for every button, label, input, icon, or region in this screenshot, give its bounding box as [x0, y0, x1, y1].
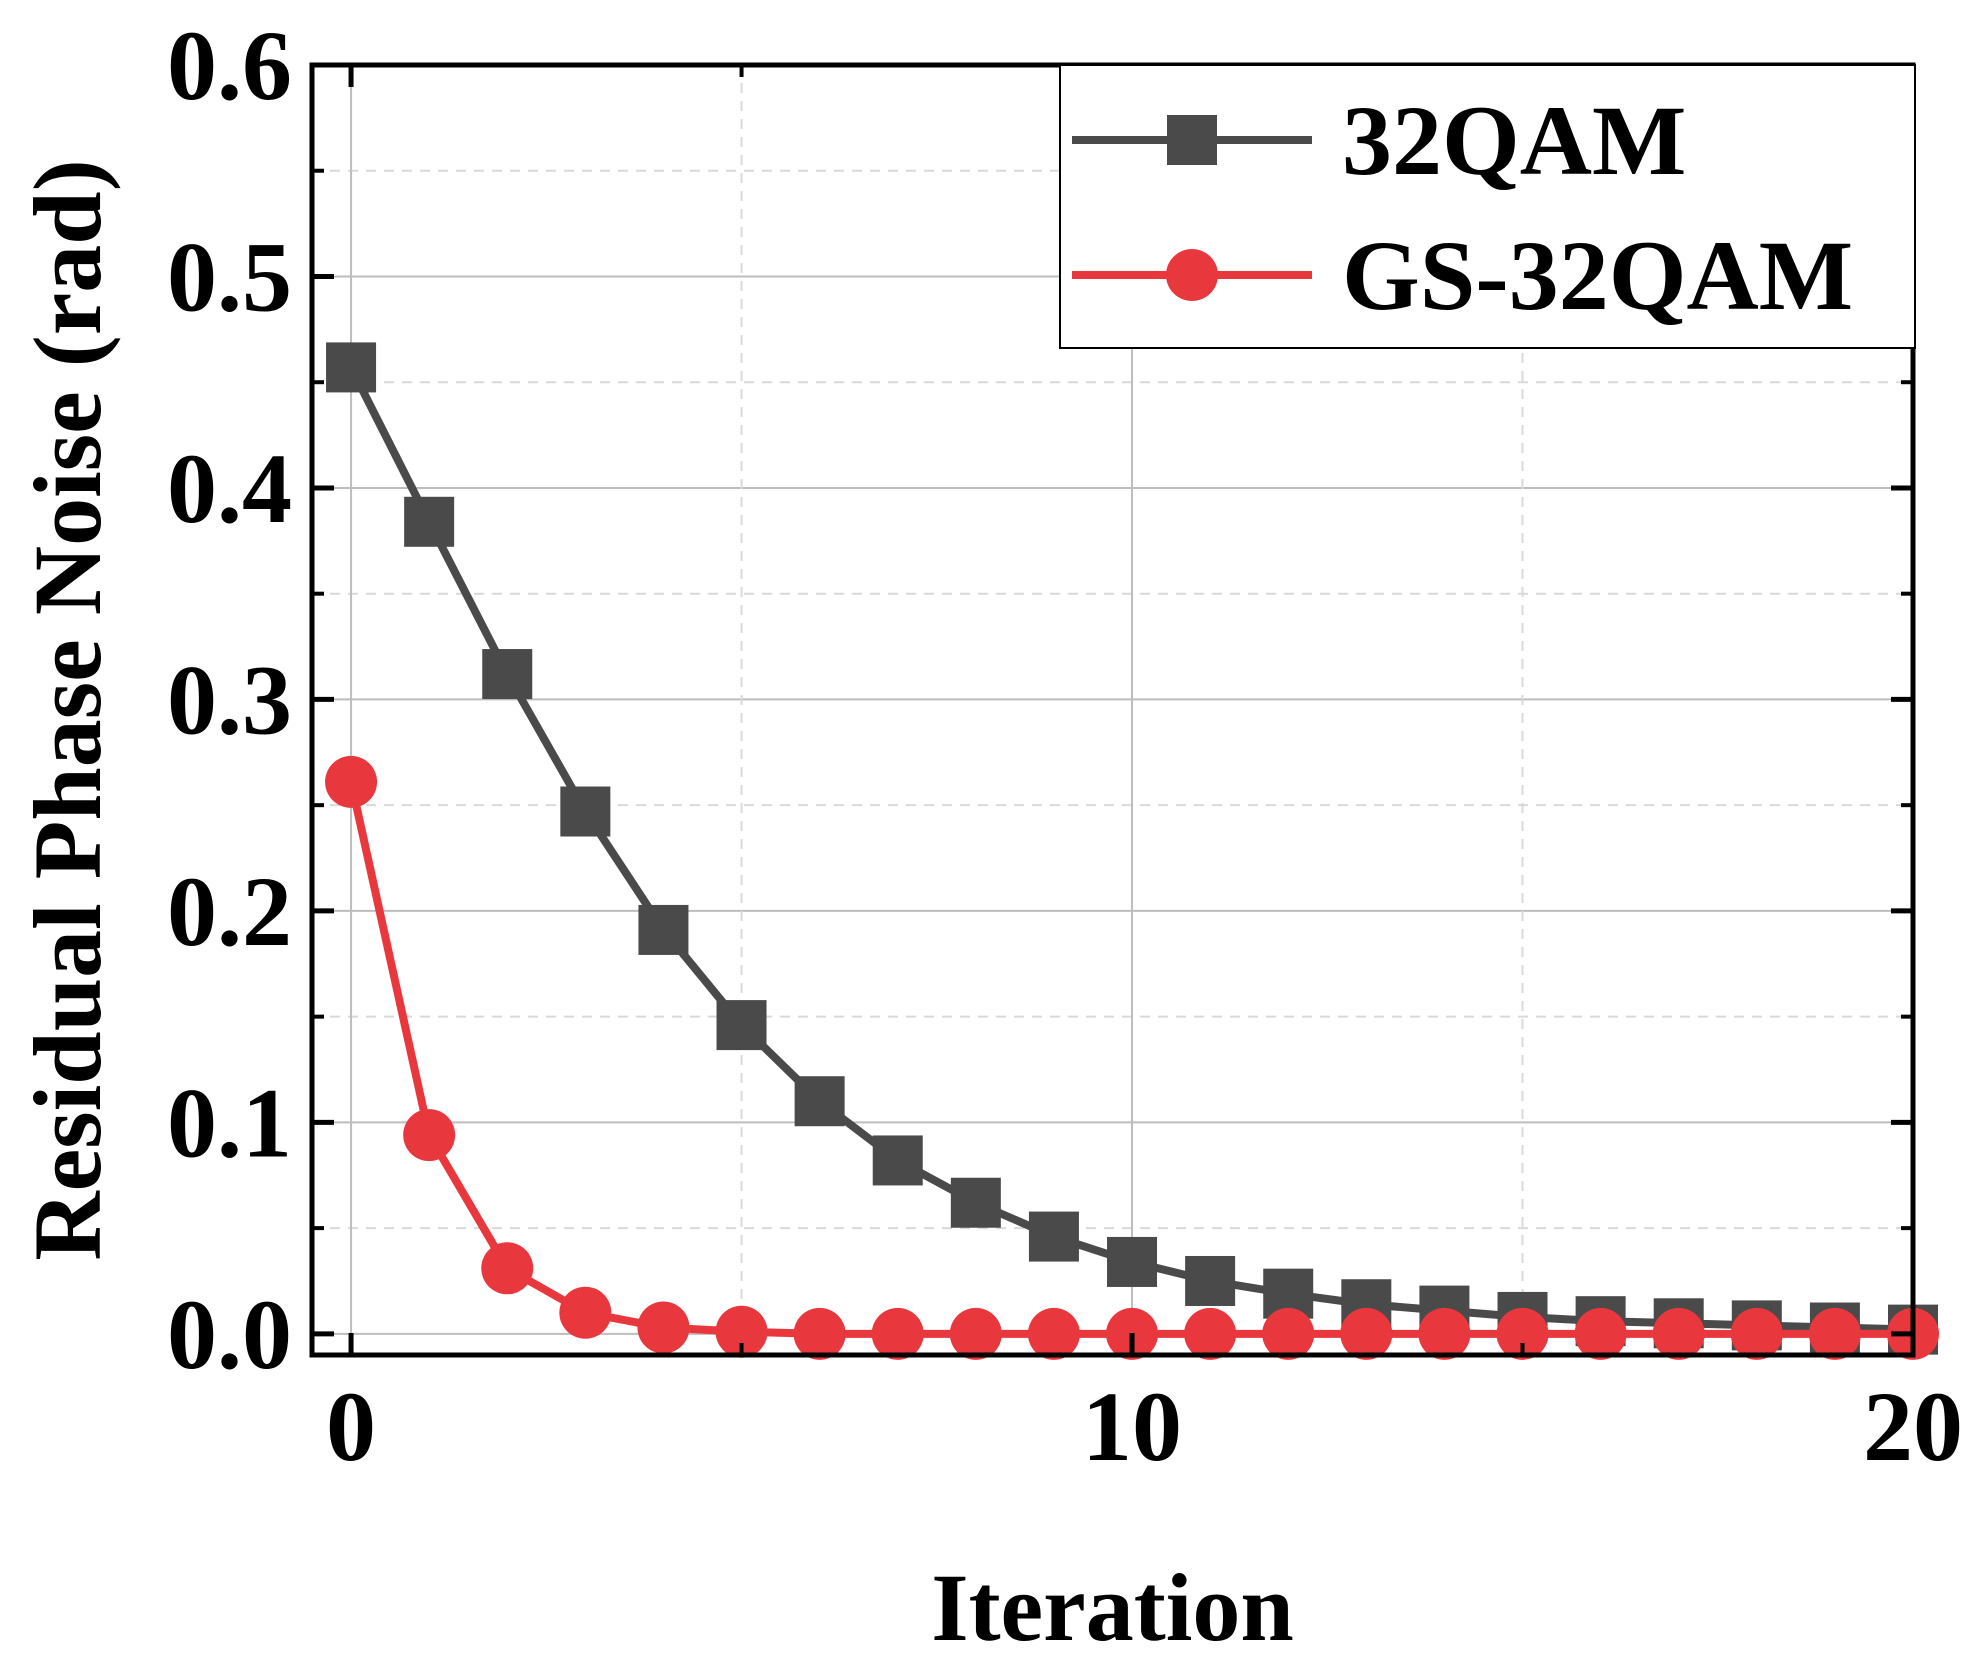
data-point-GS-32QAM [559, 1286, 612, 1339]
y-tick-label: 0.1 [167, 1067, 292, 1178]
data-point-GS-32QAM [1027, 1307, 1080, 1360]
data-point-32QAM [1028, 1211, 1079, 1262]
data-point-GS-32QAM [1340, 1307, 1393, 1360]
data-point-GS-32QAM [1496, 1307, 1549, 1360]
data-point-32QAM [560, 786, 611, 837]
series-layer [325, 342, 1939, 1360]
data-point-GS-32QAM [1262, 1307, 1315, 1360]
y-tick-label: 0.6 [167, 10, 292, 121]
y-tick-label: 0.3 [167, 644, 292, 755]
data-point-32QAM [794, 1076, 845, 1127]
x-tick-label: 10 [1082, 1371, 1182, 1482]
data-point-32QAM [716, 1000, 767, 1051]
data-point-GS-32QAM [637, 1301, 690, 1354]
y-tick-label: 0.4 [167, 433, 292, 544]
data-point-GS-32QAM [1730, 1307, 1783, 1360]
legend-marker-32QAM [1167, 115, 1217, 165]
data-point-GS-32QAM [949, 1307, 1002, 1360]
data-point-32QAM [872, 1135, 923, 1186]
legend-marker-GS-32QAM [1166, 249, 1218, 301]
data-point-GS-32QAM [1574, 1307, 1627, 1360]
data-point-32QAM [950, 1177, 1001, 1228]
data-point-GS-32QAM [325, 755, 378, 808]
legend-label-32QAM: 32QAM [1342, 85, 1686, 196]
data-point-GS-32QAM [481, 1242, 534, 1295]
x-axis-title: Iteration [931, 1554, 1294, 1661]
y-tick-label: 0.5 [167, 221, 292, 332]
data-point-GS-32QAM [1418, 1307, 1471, 1360]
data-point-32QAM [1107, 1236, 1158, 1287]
legend-box [1059, 64, 1916, 349]
tick-layer: 0.0 0.1 0.2 0.3 0.4 0.5 0.6 0 10 20 [167, 10, 1963, 1482]
data-point-32QAM [482, 649, 533, 700]
x-tick-label: 0 [326, 1371, 376, 1482]
data-point-GS-32QAM [1808, 1307, 1861, 1360]
data-point-32QAM [404, 496, 455, 547]
y-tick-label: 0.0 [167, 1279, 292, 1390]
data-point-32QAM [638, 904, 689, 955]
data-point-GS-32QAM [793, 1307, 846, 1360]
data-point-GS-32QAM [871, 1307, 924, 1360]
x-tick-label: 20 [1863, 1371, 1963, 1482]
y-tick-label: 0.2 [167, 856, 292, 967]
data-point-GS-32QAM [403, 1109, 456, 1162]
data-point-GS-32QAM [1184, 1307, 1237, 1360]
data-point-GS-32QAM [1652, 1307, 1705, 1360]
y-axis-title: Residual Phase Noise (rad) [14, 159, 121, 1260]
data-point-32QAM [326, 342, 377, 393]
axis-label-layer: Iteration Residual Phase Noise (rad) [14, 159, 1294, 1661]
data-point-32QAM [1185, 1255, 1236, 1306]
legend-label-GS-32QAM: GS-32QAM [1342, 220, 1853, 331]
data-point-GS-32QAM [715, 1305, 768, 1358]
legend: 32QAM GS-32QAM [1059, 64, 1916, 349]
